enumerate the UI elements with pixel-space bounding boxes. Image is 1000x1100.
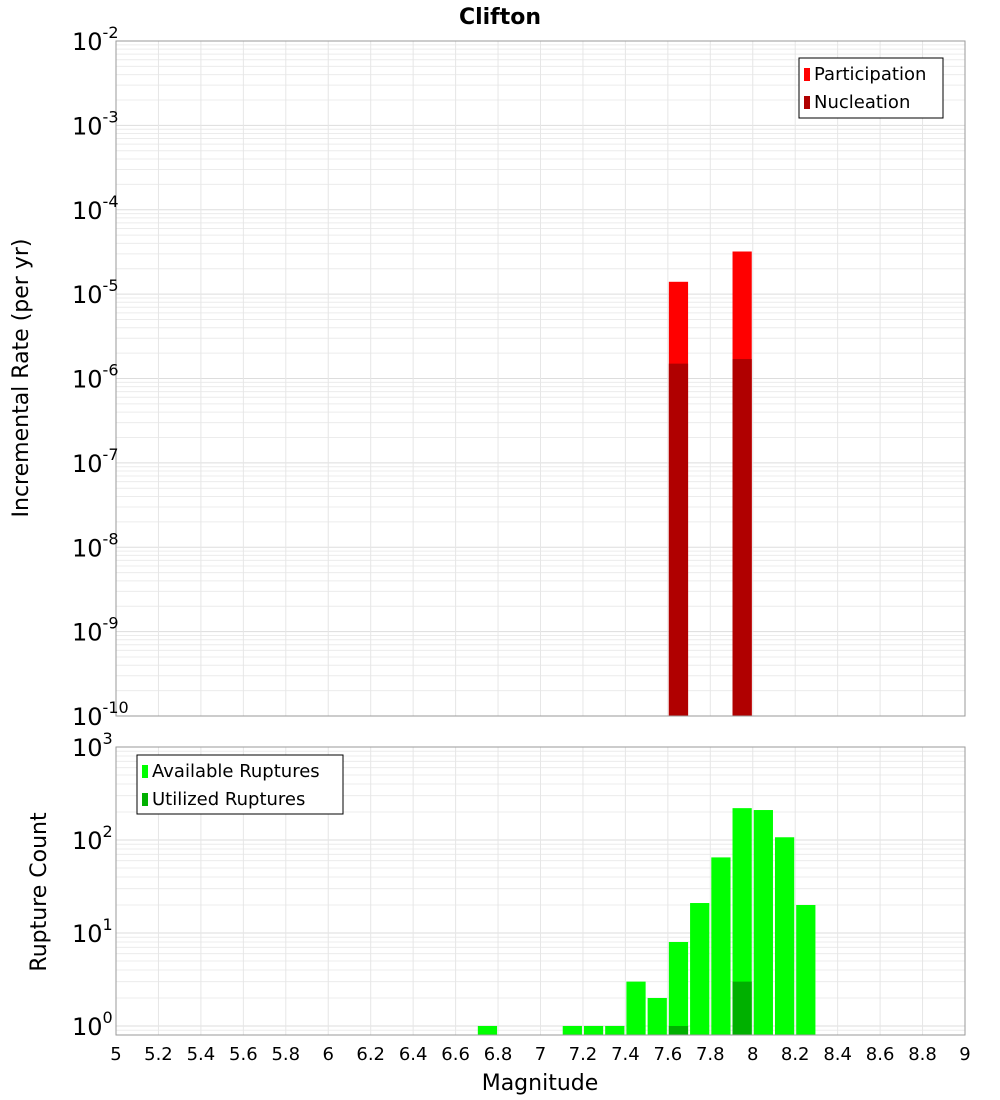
- legend-swatch: [142, 765, 148, 778]
- y-tick-label: 10-9: [72, 614, 119, 647]
- x-tick-label: 6.4: [399, 1044, 428, 1065]
- x-tick-label: 8.2: [781, 1044, 810, 1065]
- y-tick-label: 10-6: [72, 361, 119, 394]
- x-tick-label: 8.6: [866, 1044, 895, 1065]
- x-tick-label: 8: [747, 1044, 758, 1065]
- utilized-ruptures-bar: [732, 981, 752, 1035]
- x-tick-label: 7.4: [611, 1044, 640, 1065]
- x-tick-label: 7.6: [654, 1044, 683, 1065]
- x-tick-label: 7: [535, 1044, 546, 1065]
- available-ruptures-bar: [668, 942, 689, 1035]
- legend-box: [798, 57, 944, 119]
- y-tick-label: 10-7: [72, 445, 119, 478]
- x-tick-label: 5.2: [144, 1044, 173, 1065]
- x-tick-label: 6.6: [441, 1044, 470, 1065]
- y-tick-label: 10-2: [72, 23, 119, 56]
- available-ruptures-bar: [774, 837, 795, 1035]
- y-tick-label: 102: [72, 822, 113, 855]
- legend-swatch: [804, 96, 810, 109]
- y-tick-label: 10-10: [72, 698, 129, 731]
- available-ruptures-bar: [796, 904, 816, 1035]
- plot-frame: [115, 40, 966, 717]
- chart-title: Clifton: [459, 5, 541, 30]
- nucleation-bar: [732, 359, 752, 716]
- rate-y-axis-label: Incremental Rate (per yr): [9, 239, 34, 518]
- x-tick-label: 7.8: [696, 1044, 725, 1065]
- rate-panel: 10-2 10-3 10-4 10-5 10-6 10-7 10-8 10-9 10-10 Par…: [72, 23, 966, 731]
- legend-label: Nucleation: [814, 92, 910, 113]
- count-y-axis-label: Rupture Count: [27, 812, 52, 972]
- y-tick-label: 101: [72, 915, 113, 948]
- available-ruptures-bar: [753, 810, 773, 1035]
- y-tick-label: 103: [72, 729, 113, 762]
- legend-swatch: [804, 68, 810, 81]
- y-tick-label: 10-3: [72, 107, 119, 140]
- available-ruptures-bar: [626, 981, 646, 1035]
- x-tick-label: 9: [959, 1044, 970, 1065]
- y-tick-label: 100: [72, 1008, 113, 1041]
- legend-swatch: [142, 793, 148, 806]
- legend-box: [136, 754, 344, 815]
- legend-label: Utilized Ruptures: [152, 789, 305, 810]
- x-tick-label: 6: [323, 1044, 334, 1065]
- nucleation-bar: [668, 363, 689, 716]
- available-ruptures-bar: [690, 903, 710, 1035]
- available-ruptures-bar: [583, 1025, 604, 1035]
- x-tick-label: 8.8: [908, 1044, 937, 1065]
- x-tick-label: 5: [110, 1044, 121, 1065]
- y-tick-label: 10-4: [72, 192, 119, 225]
- x-tick-label: 5.6: [229, 1044, 258, 1065]
- available-ruptures-bar: [647, 997, 667, 1035]
- x-tick-label: 6.8: [484, 1044, 513, 1065]
- available-ruptures-bar: [732, 808, 752, 1035]
- y-tick-label: 10-5: [72, 276, 119, 309]
- available-ruptures-bar: [477, 1025, 498, 1035]
- x-tick-label: 7.2: [569, 1044, 598, 1065]
- x-tick-label: 8.4: [823, 1044, 852, 1065]
- count-panel: 103 102 101 100 Available Ruptures Utilized R…: [72, 729, 966, 1041]
- legend-label: Available Ruptures: [152, 761, 320, 782]
- x-tick-label: 5.8: [271, 1044, 300, 1065]
- available-ruptures-bar: [711, 857, 731, 1035]
- x-axis-label: Magnitude: [482, 1071, 599, 1096]
- utilized-ruptures-bar: [668, 1025, 689, 1035]
- legend-label: Participation: [814, 64, 926, 85]
- available-ruptures-bar: [562, 1025, 582, 1035]
- available-ruptures-bar: [605, 1025, 625, 1035]
- plot-frame: [115, 746, 966, 1036]
- x-tick-label: 6.2: [356, 1044, 385, 1065]
- x-tick-label: 5.4: [187, 1044, 216, 1065]
- y-tick-label: 10-8: [72, 529, 119, 562]
